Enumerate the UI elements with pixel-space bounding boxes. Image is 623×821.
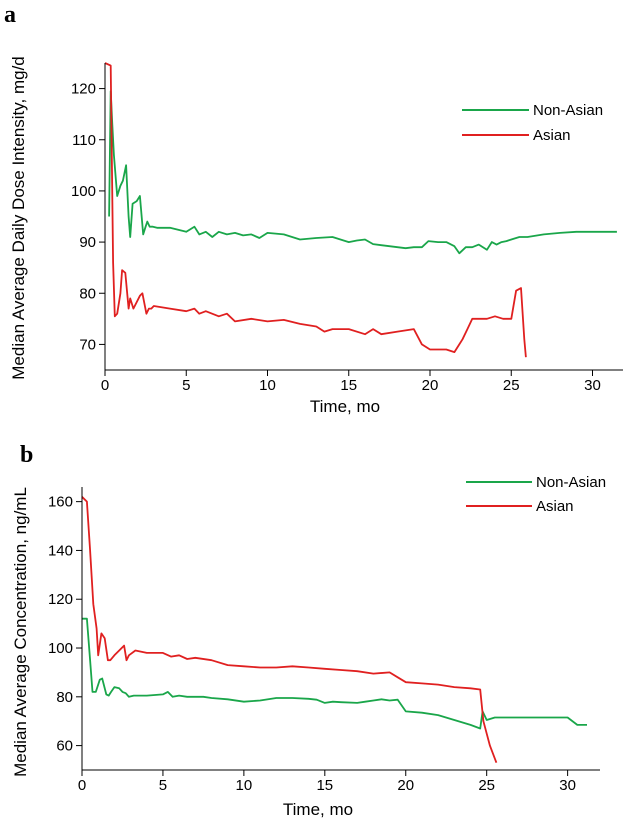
series-line-non-asian xyxy=(108,90,617,255)
x-tick-label: 15 xyxy=(316,777,333,794)
panel-b-x-axis: 0 5 10 15 20 25 30 xyxy=(78,769,600,794)
panel-b-legend: Non-Asian Asian xyxy=(466,474,606,515)
panel-a-legend: Non-Asian Asian xyxy=(462,102,603,144)
legend-label-non-asian: Non-Asian xyxy=(536,474,606,491)
panel-b: b 0 5 10 15 20 25 30 60 80 100 120 140 160 Time, mo… xyxy=(11,442,606,819)
x-tick-label: 10 xyxy=(236,777,253,794)
panel-b-letter: b xyxy=(20,442,33,468)
y-tick-label: 80 xyxy=(79,285,96,302)
series-line-asian xyxy=(104,62,527,358)
panel-a-x-axis-label: Time, mo xyxy=(310,397,380,416)
y-tick-label: 60 xyxy=(56,738,73,755)
series-line-asian xyxy=(81,496,498,764)
panel-a-y-axis-label: Median Average Daily Dose Intensity, mg/… xyxy=(9,56,28,379)
panel-a-y-axis: 70 80 90 100 110 120 xyxy=(71,63,106,370)
panel-a-letter: a xyxy=(4,2,16,28)
y-tick-label: 160 xyxy=(48,494,73,511)
x-tick-label: 10 xyxy=(259,377,276,394)
x-tick-label: 0 xyxy=(101,377,109,394)
y-tick-label: 90 xyxy=(79,234,96,251)
panel-a-x-axis: 0 5 10 15 20 25 30 xyxy=(101,369,623,394)
x-tick-label: 25 xyxy=(478,777,495,794)
y-tick-label: 110 xyxy=(72,132,96,149)
legend-label-non-asian: Non-Asian xyxy=(533,102,603,119)
y-tick-label: 100 xyxy=(48,640,73,657)
x-tick-label: 0 xyxy=(78,777,86,794)
x-tick-label: 5 xyxy=(159,777,167,794)
legend-label-asian: Asian xyxy=(533,127,571,144)
series-line-non-asian xyxy=(82,617,587,730)
y-tick-label: 120 xyxy=(48,591,73,608)
x-tick-label: 30 xyxy=(584,377,601,394)
x-tick-label: 25 xyxy=(503,377,520,394)
y-tick-label: 120 xyxy=(71,81,96,98)
y-tick-label: 100 xyxy=(71,183,96,200)
panel-b-y-axis: 60 80 100 120 140 160 xyxy=(48,487,83,770)
panel-b-plot-area xyxy=(81,496,587,764)
panel-b-x-axis-label: Time, mo xyxy=(283,800,353,819)
x-tick-label: 20 xyxy=(397,777,414,794)
panel-a-plot-area xyxy=(104,62,617,358)
y-tick-label: 70 xyxy=(79,336,96,353)
panel-b-y-axis-label: Median Average Concentration, ng/mL xyxy=(11,487,30,777)
x-tick-label: 20 xyxy=(422,377,439,394)
x-tick-label: 15 xyxy=(340,377,357,394)
legend-label-asian: Asian xyxy=(536,498,574,515)
x-tick-label: 5 xyxy=(182,377,190,394)
y-tick-label: 80 xyxy=(56,689,73,706)
x-tick-label: 30 xyxy=(559,777,576,794)
y-tick-label: 140 xyxy=(48,542,73,559)
